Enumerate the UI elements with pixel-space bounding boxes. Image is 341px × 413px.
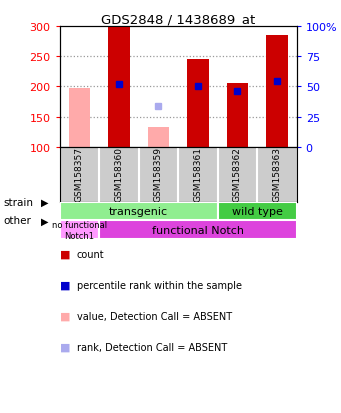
- Text: GSM158362: GSM158362: [233, 146, 242, 201]
- Bar: [69, 89, 90, 147]
- Bar: [148, 128, 169, 147]
- Text: count: count: [77, 249, 104, 259]
- Text: ■: ■: [60, 249, 70, 259]
- Text: strain: strain: [3, 197, 33, 207]
- Bar: [60, 221, 99, 240]
- Text: percentile rank within the sample: percentile rank within the sample: [77, 280, 242, 290]
- Text: value, Detection Call = ABSENT: value, Detection Call = ABSENT: [77, 311, 232, 321]
- Text: GSM158360: GSM158360: [115, 146, 123, 201]
- Text: other: other: [3, 216, 31, 226]
- Text: GSM158363: GSM158363: [272, 146, 281, 201]
- Text: transgenic: transgenic: [109, 206, 168, 216]
- Text: GSM158357: GSM158357: [75, 146, 84, 201]
- Bar: [99, 221, 297, 240]
- Text: GSM158361: GSM158361: [193, 146, 203, 201]
- Bar: [187, 60, 209, 147]
- Bar: [60, 202, 218, 221]
- Text: rank, Detection Call = ABSENT: rank, Detection Call = ABSENT: [77, 342, 227, 352]
- Bar: [266, 36, 288, 147]
- Text: GSM158359: GSM158359: [154, 146, 163, 201]
- Text: ■: ■: [60, 311, 70, 321]
- Text: ■: ■: [60, 280, 70, 290]
- Text: wild type: wild type: [232, 206, 283, 216]
- Bar: [218, 202, 297, 221]
- Title: GDS2848 / 1438689_at: GDS2848 / 1438689_at: [101, 13, 255, 26]
- Bar: [226, 84, 248, 147]
- Bar: [108, 27, 130, 147]
- Text: no functional
Notch1: no functional Notch1: [52, 220, 107, 240]
- Text: ▶: ▶: [41, 216, 48, 226]
- Text: ■: ■: [60, 342, 70, 352]
- Text: ▶: ▶: [41, 197, 48, 207]
- Text: functional Notch: functional Notch: [152, 225, 244, 235]
